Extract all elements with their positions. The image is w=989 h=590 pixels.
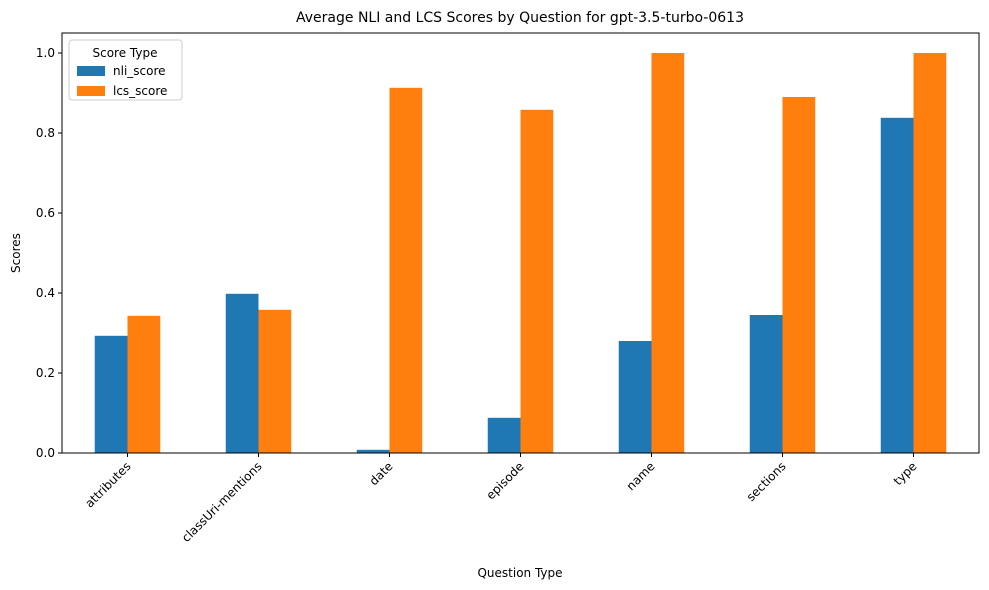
bar-lcs_score-episode — [520, 109, 554, 454]
x-tick-label: attributes — [82, 459, 133, 510]
bar-nli_score-sections — [749, 315, 783, 453]
y-axis-label: Scores — [9, 233, 23, 273]
bar-nli_score-date — [356, 449, 390, 453]
legend-title: Score Type — [93, 46, 158, 60]
x-tick-label: date — [367, 459, 396, 488]
x-tick-label: sections — [744, 459, 789, 504]
chart-title: Average NLI and LCS Scores by Question f… — [296, 10, 744, 26]
legend-label-lcs_score: lcs_score — [113, 84, 167, 98]
y-axis: 0.0 0.2 0.4 0.6 0.8 1.0 — [36, 46, 62, 460]
y-tick-label: 1.0 — [36, 46, 55, 60]
y-tick-label: 0.2 — [36, 366, 55, 380]
legend-box — [68, 39, 183, 101]
x-tick-label: episode — [484, 459, 527, 502]
legend: Score Type nli_score lcs_score — [68, 39, 183, 101]
bar-lcs_score-sections — [782, 97, 816, 453]
y-tick-label: 0.4 — [36, 286, 55, 300]
bar-nli_score-name — [618, 341, 652, 453]
y-tick-label: 0.6 — [36, 206, 55, 220]
y-tick-label: 0.8 — [36, 126, 55, 140]
x-tick-label: classUri-mentions — [179, 459, 265, 545]
bar-nli_score-episode — [487, 417, 521, 453]
legend-label-nli_score: nli_score — [113, 64, 166, 78]
y-tick-label: 0.0 — [36, 446, 55, 460]
bar-nli_score-type — [880, 117, 914, 454]
x-axis-label: Question Type — [477, 566, 562, 580]
x-tick-label: type — [891, 459, 920, 488]
x-tick-label: name — [624, 459, 658, 493]
bars-group — [94, 53, 947, 454]
bar-lcs_score-date — [389, 87, 423, 454]
legend-swatch-nli_score — [77, 66, 105, 76]
bar-lcs_score-classUri-mentions — [258, 309, 292, 453]
bar-nli_score-attributes — [94, 335, 128, 453]
bar-nli_score-classUri-mentions — [225, 293, 259, 453]
legend-swatch-lcs_score — [77, 86, 105, 96]
bar-lcs_score-attributes — [127, 315, 161, 453]
bar-lcs_score-type — [913, 53, 947, 453]
bar-lcs_score-name — [651, 53, 685, 453]
x-axis: attributes classUri-mentions date episode na… — [82, 453, 920, 545]
